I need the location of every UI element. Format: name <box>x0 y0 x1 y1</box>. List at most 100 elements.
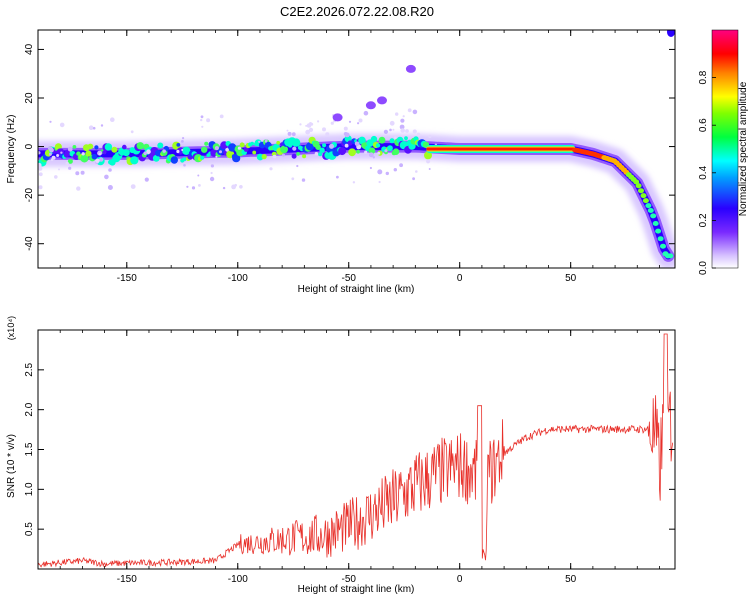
spectrogram-blob <box>239 142 245 148</box>
spectrogram-speck <box>108 168 112 172</box>
snr-x-tick-label: 50 <box>565 574 577 585</box>
spectrogram-speck <box>146 149 151 154</box>
spectrogram-speck <box>428 134 432 139</box>
spectrogram-speck <box>201 125 204 128</box>
spectrogram-tail-blob <box>650 213 657 219</box>
spectrogram-blob <box>122 144 127 150</box>
spectrogram-speck <box>110 117 115 122</box>
colorbar-tick-label: 0.2 <box>698 213 709 227</box>
spectrogram-blob <box>87 143 94 150</box>
spectrogram-blob <box>256 153 264 161</box>
spectrogram-speck <box>426 159 431 164</box>
spectrogram-blob <box>85 150 92 157</box>
spectrogram-speck <box>399 163 403 168</box>
spectrogram-blob <box>319 147 325 153</box>
spectrogram-speck <box>191 186 196 190</box>
spectrogram-y-tick-label: 40 <box>24 43 35 55</box>
spectrogram-speck <box>399 124 405 130</box>
spectrogram-speck <box>305 124 308 127</box>
spectrogram-blob <box>155 150 162 157</box>
figure-title: C2E2.2026.072.22.08.R20 <box>280 4 434 19</box>
spectrogram-speck <box>222 186 226 190</box>
spectrogram-speck <box>405 129 409 133</box>
spectrogram-speck <box>38 151 41 155</box>
spectrogram-x-tick-label: -50 <box>342 273 357 284</box>
spectrogram-speck <box>352 181 356 184</box>
spectrogram-blob <box>76 151 81 156</box>
spectrogram-blob <box>387 145 393 152</box>
spectrogram-blob <box>389 138 395 144</box>
spectrogram-tail-blob <box>633 179 640 185</box>
spectrogram-speck <box>377 169 383 175</box>
spectrogram-speck <box>162 149 166 153</box>
colorbar-tick-label: 0.0 <box>698 261 709 275</box>
spectrogram-speck <box>400 118 405 123</box>
spectrogram-blob <box>404 136 408 141</box>
spectrogram-blob <box>261 154 267 160</box>
spectrogram-speck <box>412 129 417 134</box>
spectrogram-blob <box>296 152 300 156</box>
spectrogram-speck <box>389 120 395 126</box>
spectrogram-y-ticks: -40 -20 0 20 40 <box>24 43 675 251</box>
spectrogram-blob <box>104 143 113 151</box>
colorbar-ticks: 0.0 0.2 0.4 0.6 0.8 <box>698 70 716 275</box>
spectrogram-blob <box>356 149 360 154</box>
spectrogram-speck <box>296 164 299 168</box>
spectrogram-blob <box>318 152 323 157</box>
spectrogram-speck <box>237 146 241 150</box>
spectrogram-tail-blob <box>667 253 674 259</box>
spectrogram-speck <box>92 126 96 130</box>
spectrogram-speck <box>54 175 58 179</box>
snr-y-tick-label: 0.5 <box>24 522 35 536</box>
spectrogram-speck <box>219 150 222 154</box>
spectrogram-speck <box>272 154 277 159</box>
spectrogram-blob <box>392 148 400 155</box>
spectrogram-speck <box>402 115 405 118</box>
snr-x-tick-label: -100 <box>228 574 248 585</box>
spectrogram-blob <box>315 144 321 150</box>
colorbar-gradient <box>711 29 739 269</box>
spectrogram-speck <box>49 120 52 123</box>
snr-x-axis-label: Height of straight line (km) <box>298 584 415 595</box>
spectrogram-branch-blob <box>377 96 387 105</box>
spectrogram-speck <box>48 146 52 151</box>
spectrogram-blob <box>200 155 205 160</box>
spectrogram-speck <box>291 177 295 181</box>
spectrogram-blob <box>252 150 257 155</box>
snr-y-ticks: 0.5 1.0 1.5 2.0 2.5 <box>24 362 675 536</box>
snr-y-axis-label: SNR (10 * v/v) <box>6 434 17 498</box>
spectrogram-blob <box>67 158 73 164</box>
spectrogram-speck <box>301 178 306 182</box>
spectrogram-speck <box>225 148 229 152</box>
spectrogram-speck <box>354 141 360 147</box>
spectrogram-speck <box>198 184 201 187</box>
spectrogram-tail-blob <box>645 203 652 209</box>
snr-multiplier-label: (x10⁴) <box>6 316 16 340</box>
spectrogram-speck <box>242 140 246 143</box>
spectrogram-speck <box>428 168 431 170</box>
spectrogram-speck <box>38 185 43 190</box>
spectrogram-blob <box>94 145 99 150</box>
spectrogram-blob <box>122 149 130 157</box>
spectrogram-speck <box>393 168 397 172</box>
spectrogram-tail-blob <box>638 188 644 194</box>
spectrogram-blob <box>280 145 288 154</box>
spectrogram-speck <box>176 149 180 154</box>
spectrogram-speck <box>130 130 134 134</box>
spectrogram-flat-core <box>426 147 576 151</box>
spectrogram-blob <box>291 138 301 147</box>
spectrogram-tail-blob <box>655 228 662 234</box>
spectrogram-tail-blob <box>635 183 642 189</box>
spectrogram-speck <box>329 143 334 149</box>
spectrogram-x-tick-label: -150 <box>117 273 137 284</box>
spectrogram-speck <box>383 129 388 134</box>
spectrogram-speck <box>299 123 302 126</box>
snr-y-tick-label: 1.5 <box>24 442 35 456</box>
spectrogram-blob <box>91 153 98 160</box>
spectrogram-speck <box>291 132 296 137</box>
spectrogram-tail-blob <box>660 243 666 249</box>
snr-x-tick-label: 0 <box>457 574 463 585</box>
spectrogram-speck <box>377 151 381 155</box>
spectrogram-blob <box>136 142 144 150</box>
spectrogram-speck <box>81 152 85 156</box>
